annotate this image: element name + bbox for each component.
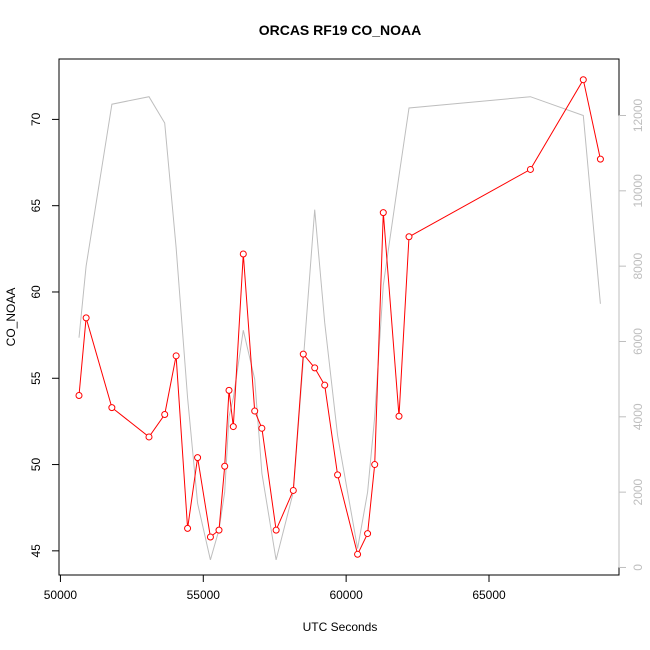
plot-frame [58,58,620,576]
co-noaa-point [161,411,169,419]
co-noaa-point [145,433,153,441]
y2-tick-label: 12000 [631,98,645,132]
co-noaa-point [258,424,266,432]
co-noaa-point [251,407,259,415]
co-noaa-point [405,233,413,241]
y2-tick-label: 0 [631,564,645,571]
secondary-series [78,96,601,561]
y2-tick-label: 2000 [631,478,645,505]
chart-title: ORCAS RF19 CO_NOAA [259,22,422,38]
co-noaa-point [75,392,83,400]
co-noaa-point [194,454,202,462]
co-noaa-point [395,412,403,420]
y-tick-label: 65 [29,199,43,213]
y2-tick-label: 10000 [631,174,645,208]
co-noaa-point [289,486,297,494]
co-noaa-point [221,462,229,470]
primary-series-layer [75,76,604,558]
co-noaa-point [225,386,233,394]
y2-tick-label: 6000 [631,328,645,355]
co-noaa-point [299,350,307,358]
y-axis-label: CO_NOAA [4,288,18,347]
co-noaa-point [239,250,247,258]
x-tick-label: 55000 [187,588,221,602]
co-noaa-point [272,526,280,534]
co-noaa-point [379,209,387,217]
y-tick-label: 45 [29,544,43,558]
co-noaa-point [364,530,372,538]
co-noaa-point [596,155,604,163]
y2-tick-label: 4000 [631,403,645,430]
co-noaa-point [371,461,379,469]
x-tick-label: 65000 [472,588,506,602]
co-noaa-point [206,533,214,541]
co-noaa-line [78,78,601,556]
co-noaa-point [321,381,329,389]
co-noaa-point [82,314,90,322]
x-tick-label: 60000 [329,588,363,602]
y2-axis: 0 2000 4000 6000 8000 10000 12000 [618,98,645,571]
x-tick-label: 50000 [44,588,78,602]
y-tick-label: 70 [29,112,43,126]
y-tick-label: 50 [29,458,43,472]
co-noaa-point [184,524,192,532]
co-noaa-point [311,364,319,372]
co-noaa-point [172,352,180,360]
secondary-series-layer [78,96,601,561]
x-axis: 50000 55000 60000 65000 [44,574,506,602]
y-tick-label: 55 [29,371,43,385]
co-noaa-point [229,423,237,431]
y-axis: 45 50 55 60 65 70 [29,112,60,558]
co-noaa-point [526,165,534,173]
y-tick-label: 60 [29,285,43,299]
co-noaa-point [108,404,116,412]
co-noaa-point [579,76,587,84]
co-noaa-point [215,526,223,534]
y2-tick-label: 8000 [631,252,645,279]
co-noaa-series [75,76,604,558]
x-axis-label: UTC Seconds [303,620,378,634]
co-noaa-point [334,471,342,479]
co-noaa-point [354,550,362,558]
secondary-series-line [78,96,601,561]
